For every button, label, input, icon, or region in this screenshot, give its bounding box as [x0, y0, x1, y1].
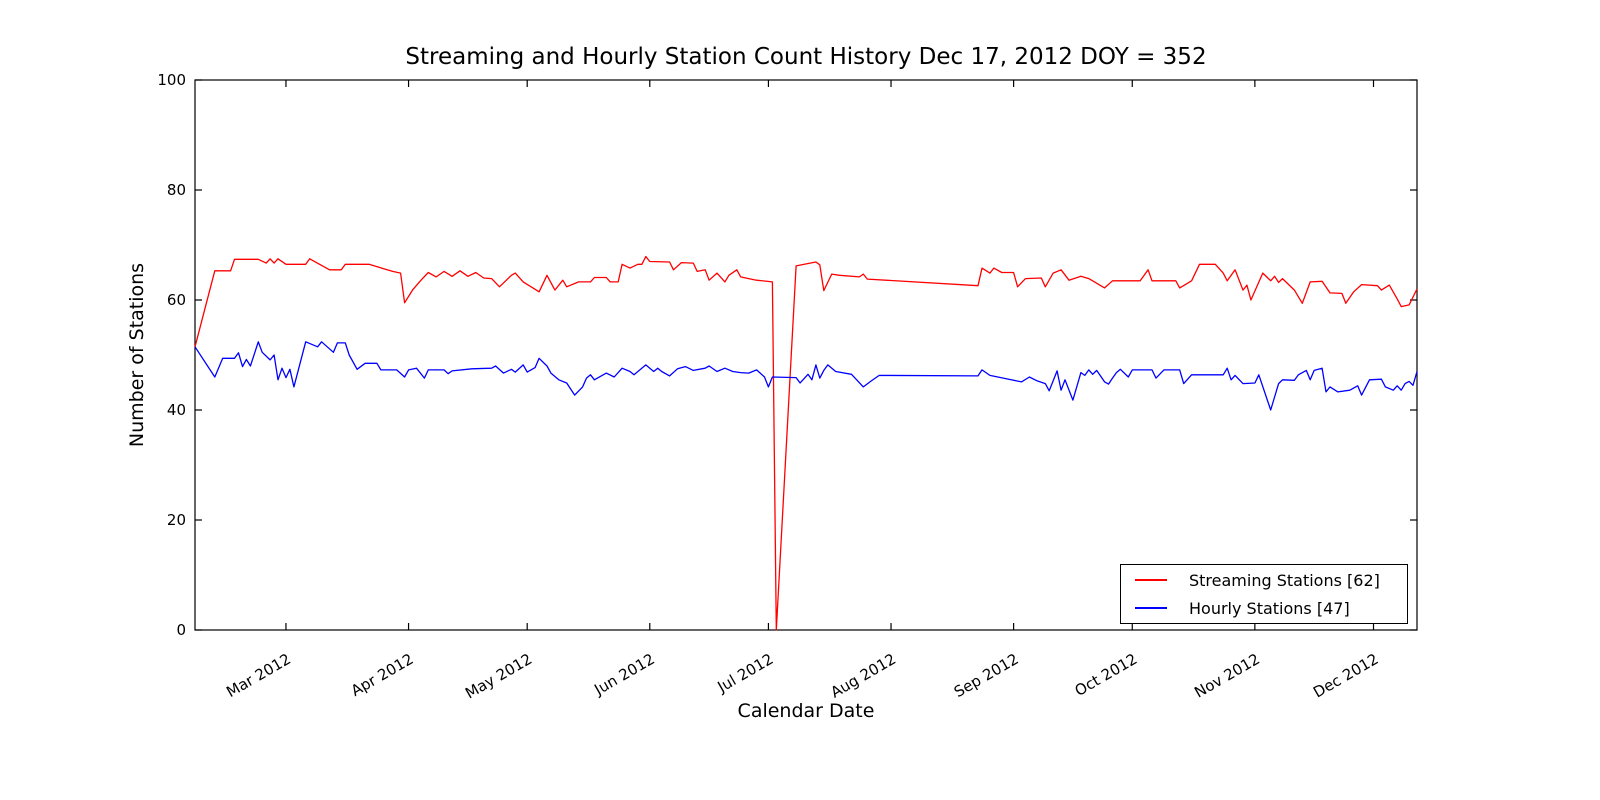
- chart-title: Streaming and Hourly Station Count Histo…: [405, 44, 1207, 70]
- y-tick-label: 20: [167, 511, 186, 529]
- x-tick-label: Dec 2012: [1310, 650, 1381, 702]
- y-tick-label: 80: [167, 181, 186, 199]
- streaming-stations-line: [194, 255, 1418, 631]
- legend-entry-streaming: Streaming Stations [62]: [1121, 569, 1407, 591]
- streaming-line-sample-icon: [1135, 579, 1167, 581]
- x-tick-label: Oct 2012: [1072, 650, 1141, 700]
- x-tick-label: Aug 2012: [827, 650, 899, 702]
- legend-label-streaming: Streaming Stations [62]: [1189, 570, 1380, 590]
- legend-entry-hourly: Hourly Stations [47]: [1121, 597, 1407, 619]
- y-tick-label: 0: [176, 621, 186, 639]
- x-tick-label: Jun 2012: [590, 650, 657, 699]
- legend-label-hourly: Hourly Stations [47]: [1189, 598, 1350, 618]
- y-tick-label: 100: [157, 71, 186, 89]
- x-tick-label: Sep 2012: [951, 650, 1022, 701]
- hourly-stations-line: [194, 341, 1418, 411]
- x-tick-label: Nov 2012: [1191, 650, 1263, 702]
- x-axis-label: Calendar Date: [737, 700, 875, 722]
- y-axis-label: Number of Stations: [126, 262, 148, 448]
- x-tick-label: Mar 2012: [223, 650, 294, 701]
- x-tick-label: Jul 2012: [714, 650, 777, 697]
- plot-border: [194, 79, 1418, 631]
- legend: Streaming Stations [62] Hourly Stations …: [1120, 564, 1408, 624]
- x-tick-label: Apr 2012: [348, 650, 417, 700]
- hourly-line-sample-icon: [1135, 607, 1167, 609]
- x-tick-label: May 2012: [462, 650, 535, 703]
- y-tick-label: 60: [167, 291, 186, 309]
- y-tick-label: 40: [167, 401, 186, 419]
